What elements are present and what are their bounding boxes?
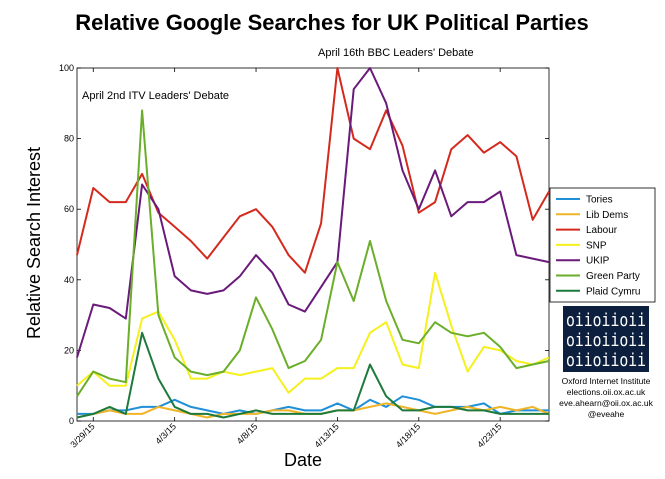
- legend-label-snp: SNP: [586, 240, 607, 251]
- series-line-ukip: [76, 67, 550, 358]
- x-tick-label: 4/23/15: [475, 421, 503, 449]
- x-tick-label: 4/13/15: [313, 421, 341, 449]
- legend-label-tories: Tories: [586, 195, 613, 206]
- annotation-bbc-debate: April 16th BBC Leaders' Debate: [318, 47, 474, 59]
- y-tick-label: 0: [69, 416, 74, 426]
- logo-background: [563, 306, 649, 372]
- chart-title: Relative Google Searches for UK Politica…: [75, 10, 589, 35]
- y-tick-label: 80: [64, 134, 74, 144]
- logo-row-2: oiioiioii: [566, 330, 646, 351]
- legend-label-labour: Labour: [586, 225, 618, 236]
- y-axis: 0 20 40 60 80 100: [59, 63, 549, 426]
- series-line-snp: [76, 271, 550, 394]
- logo-row-1: oiioiioii: [566, 310, 646, 331]
- plot-frame: [76, 67, 550, 422]
- y-tick-label: 20: [64, 345, 74, 355]
- oii-logo: oiioiioii oiioiioii oiioiioii: [563, 306, 649, 372]
- y-tick-label: 40: [64, 275, 74, 285]
- x-tick-label: 4/18/15: [394, 421, 422, 449]
- logo-row-3: oiioiioii: [566, 350, 646, 371]
- credit-email: eve.ahearn@oii.ox.ac.uk: [559, 398, 653, 408]
- credit-institute: Oxford Internet Institute: [562, 376, 651, 386]
- credit-website: elections.oii.ox.ac.uk: [567, 387, 646, 397]
- series-line-tories: [77, 395, 549, 415]
- annotation-itv-debate: April 2nd ITV Leaders' Debate: [82, 90, 229, 102]
- legend-label-green-party: Green Party: [586, 271, 640, 282]
- series-line-green-party: [76, 109, 550, 397]
- legend-label-lib-dems: Lib Dems: [586, 210, 628, 221]
- x-tick-label: 4/8/15: [235, 421, 260, 446]
- plot-border: [76, 67, 550, 422]
- y-tick-label: 100: [59, 63, 74, 73]
- legend-label-plaid-cymru: Plaid Cymru: [586, 286, 640, 297]
- x-axis-label: Date: [284, 450, 322, 470]
- y-axis-label: Relative Search Interest: [24, 147, 44, 339]
- series-line-plaid-cymru: [76, 331, 549, 419]
- y-tick-label: 60: [64, 204, 74, 214]
- legend-label-ukip: UKIP: [586, 256, 610, 267]
- x-tick-label: 4/3/15: [153, 421, 178, 446]
- legend: Tories Lib Dems Labour SNP UKIP Green Party Pl…: [549, 187, 656, 303]
- series-lines: [76, 67, 550, 419]
- credit-twitter: @eveahe: [588, 409, 625, 419]
